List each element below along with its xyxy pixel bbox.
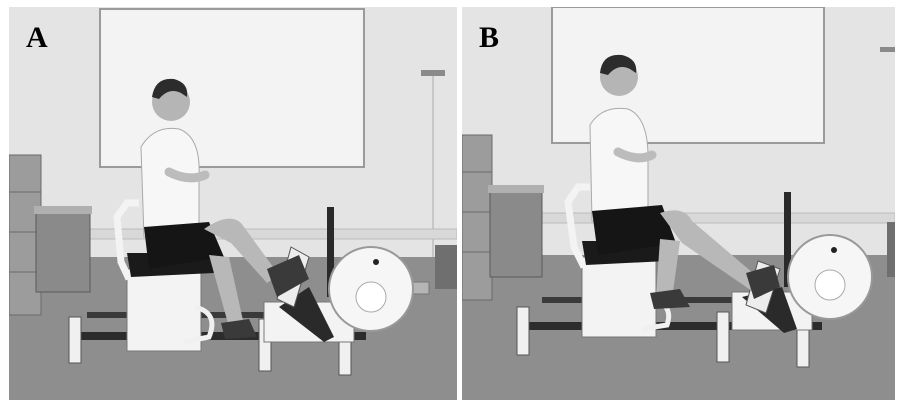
person-shorts (144, 222, 224, 269)
seat-base (126, 268, 202, 352)
panel-a-photo: A (9, 7, 457, 400)
trunking (526, 212, 895, 224)
wall-box (421, 70, 445, 76)
person-shoe-left (650, 289, 690, 309)
small-bin (435, 245, 457, 289)
person-shirt (589, 107, 649, 222)
panel-label-b: B (479, 21, 500, 54)
trunking (78, 228, 457, 240)
dynamometer-post (784, 192, 791, 287)
person-leg-left (209, 255, 244, 327)
seat-back-frame (564, 183, 590, 269)
person-leg-right (204, 218, 279, 283)
machine-rail (71, 332, 366, 340)
small-bin (887, 222, 895, 277)
dynamometer-post (327, 207, 334, 297)
panel-b-photo: B (462, 7, 895, 400)
person-shoe-right (267, 255, 309, 297)
seat-base (581, 256, 657, 338)
person-arms (164, 167, 210, 183)
filing-cabinet (462, 134, 493, 301)
seat-back-frame (113, 199, 139, 281)
person-shirt (140, 127, 200, 238)
person-shorts (592, 205, 676, 255)
person-arms (613, 147, 657, 163)
machine-rail (522, 322, 822, 330)
person-leg-left (656, 239, 680, 299)
panel-a-image (9, 7, 457, 400)
person-leg-right (660, 210, 760, 291)
person-shoe-left (221, 319, 257, 339)
panel-label-a: A (26, 21, 48, 54)
bin (489, 188, 543, 278)
person-shoe-right (746, 265, 780, 299)
whiteboard (99, 8, 365, 168)
bin (35, 209, 91, 293)
wall-box (880, 47, 895, 52)
panel-b-image (462, 7, 895, 400)
